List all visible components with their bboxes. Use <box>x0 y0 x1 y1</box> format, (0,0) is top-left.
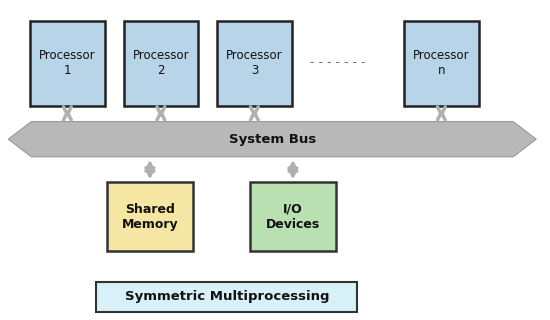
FancyBboxPatch shape <box>217 21 292 106</box>
Text: System Bus: System Bus <box>229 133 316 146</box>
FancyBboxPatch shape <box>250 182 336 251</box>
Text: Processor
1: Processor 1 <box>39 49 96 77</box>
Text: Symmetric Multiprocessing: Symmetric Multiprocessing <box>125 290 329 303</box>
FancyBboxPatch shape <box>404 21 478 106</box>
FancyBboxPatch shape <box>107 182 192 251</box>
FancyBboxPatch shape <box>124 21 198 106</box>
Text: Processor
n: Processor n <box>413 49 470 77</box>
Text: Shared
Memory: Shared Memory <box>122 203 178 231</box>
Text: Processor
2: Processor 2 <box>133 49 189 77</box>
Text: Processor
3: Processor 3 <box>226 49 283 77</box>
FancyBboxPatch shape <box>30 21 104 106</box>
Text: - - - - - - -: - - - - - - - <box>311 56 366 69</box>
FancyBboxPatch shape <box>96 282 358 312</box>
Polygon shape <box>8 122 536 157</box>
Text: I/O
Devices: I/O Devices <box>266 203 320 231</box>
